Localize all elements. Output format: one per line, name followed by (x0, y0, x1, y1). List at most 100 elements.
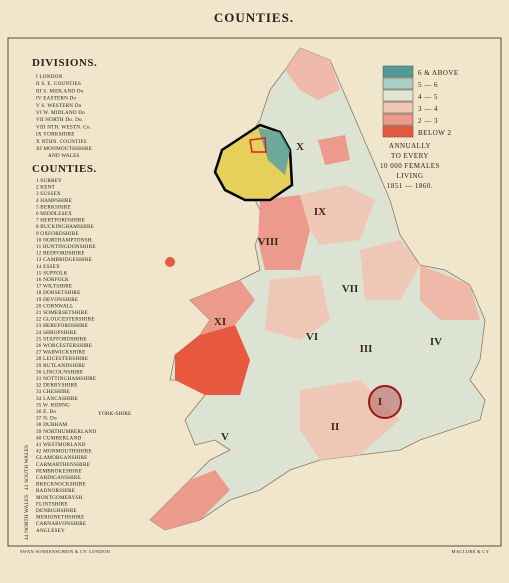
county-item: 7 HERTFORDSHIRE (36, 218, 85, 224)
legend-caption: 1851 — 1860. (387, 182, 433, 190)
division-item: II S. E. COUNTIES (36, 81, 81, 87)
legend: 6 & ABOVE 5 — 6 4 — 5 3 — 4 2 — 3 BELOW 2 ANNU… (380, 65, 459, 190)
county-item: 29 RUTLANDSHIRE (36, 363, 85, 369)
legend-label: 6 & ABOVE (418, 69, 459, 77)
division-item: III S. MIDLAND Do (36, 88, 84, 94)
division-item: VII NORTH Do. Do. (36, 117, 83, 123)
division-item: I LONDON (36, 74, 63, 80)
division-item: AND WALES (48, 153, 80, 159)
county-item: 18 DORSETSHIRE (36, 290, 80, 296)
legend-swatch (382, 77, 414, 90)
division-item: IX YORKSHIRE (36, 132, 75, 138)
division-item: X NTHN. COUNTIES (36, 139, 87, 145)
county-item: 37 N. Do (36, 416, 57, 422)
county-item: 24 SHROPSHIRE (36, 330, 77, 336)
region-durham (318, 135, 350, 165)
legend-caption: LIVING (396, 172, 423, 180)
north-wales-label: 44 NORTH WALES (24, 495, 30, 540)
county-item: 2 KENT (36, 185, 56, 191)
london-marker (368, 385, 402, 419)
county-item: 5 BERKSHIRE (36, 204, 71, 210)
region-southwest (150, 470, 230, 530)
division-item: V S. WESTERN Do (36, 103, 82, 109)
county-item: 13 CAMBRIDGESHIRE (36, 257, 92, 263)
county-item: GLAMORGANSHIRE (36, 455, 88, 461)
overlay-red (249, 137, 267, 153)
county-item: 4 HAMPSHIRE (36, 198, 72, 204)
legend-label: BELOW 2 (418, 129, 452, 137)
division-item: VIII NTH. WESTN. Co. (36, 124, 91, 130)
county-item: MERIONETHSHIRE (36, 515, 84, 521)
county-item: 16 NORFOLK (36, 277, 69, 283)
county-item: 39 NORTHUMBERLAND (36, 429, 96, 435)
county-item: 15 SUFFOLK (36, 270, 68, 276)
county-item: 1 SURREY (36, 178, 62, 184)
division-label: II (331, 421, 340, 433)
county-item: 3 SUSSEX (36, 191, 61, 197)
county-item: 17 WILTSHIRE (36, 284, 72, 290)
region-norfolk (420, 265, 480, 320)
york-label: YORK-SHIRE (98, 411, 131, 417)
legend-swatch (382, 89, 414, 102)
county-item: 25 STAFFORDSHIRE (36, 336, 87, 342)
divisions-heading: DIVISIONS. (32, 57, 97, 69)
legend-label: 5 — 6 (418, 81, 438, 89)
legend-caption: TO EVERY (391, 152, 429, 160)
county-item: CARNARVONSHIRE (36, 521, 86, 527)
county-item: FLINTSHIRE (36, 501, 68, 507)
region-wales (175, 325, 250, 395)
county-item: 21 SOMERSETSHIRE (36, 310, 88, 316)
county-item: 27 WARWICKSHIRE (36, 350, 85, 356)
county-item: 20 CORNWALL (36, 303, 74, 309)
legend-label: 2 — 3 (418, 117, 438, 125)
division-label: IX (314, 206, 326, 218)
county-item: MONTGOMERYSH. (36, 495, 84, 501)
county-item: CARMARTHENSHIRE (36, 462, 90, 468)
county-item: 35 W. RIDING (36, 402, 70, 408)
county-item: 26 WORCESTERSHIRE (36, 343, 92, 349)
county-item: 23 HEREFORDSHIRE (36, 323, 88, 329)
footer-left: SWAN SONNENSCHEIN & CY. LONDON (20, 549, 110, 554)
county-item: 6 MIDDLESEX (36, 211, 72, 217)
county-item: 38 DURHAM (36, 422, 68, 428)
footer-right: MACLURE & CY. (452, 549, 490, 554)
county-item: ANGLESEY (36, 528, 65, 534)
legend-caption: 10 000 FEMALES (380, 162, 440, 170)
legend-swatch (382, 101, 414, 114)
division-item: VI W. MIDLAND Do (36, 110, 85, 116)
division-label: V (221, 431, 229, 443)
county-item: 12 BEDFORDSHIRE (36, 251, 85, 257)
overlay-teal (258, 128, 290, 175)
counties-heading: COUNTIES. (32, 163, 97, 175)
legend-swatch (382, 125, 414, 138)
legend-swatch (382, 113, 414, 126)
county-item: PEMBROKESHIRE (36, 468, 82, 474)
division-label: I (378, 396, 382, 408)
county-item: 36 E. Do (36, 409, 56, 415)
county-item: 19 DEVONSHIRE (36, 297, 78, 303)
county-item: 22 GLOUCESTERSHIRE (36, 317, 95, 323)
county-item: 28 LEICESTERSHIRE (36, 356, 88, 362)
division-label: VIII (258, 236, 279, 248)
county-item: CARDIGANSHIRE (36, 475, 81, 481)
county-item: 10 NORTHAMPTONSH. (36, 237, 93, 243)
region-midlands (265, 275, 330, 340)
legend-swatch (382, 65, 414, 78)
region-yorkshire (300, 185, 375, 245)
division-label: VII (342, 283, 359, 295)
division-label: X (296, 141, 304, 153)
region-lincoln (360, 240, 420, 300)
county-item: 42 MONMOUTHSHIRE (36, 449, 92, 455)
county-item: 34 LANCASHIRE (36, 396, 78, 402)
county-item: 9 OXFORDSHIRE (36, 231, 79, 237)
division-item: IV EASTERN Do (36, 96, 76, 102)
county-item: 30 LINCOLNSHIRE (36, 369, 83, 375)
south-wales-label: 43 SOUTH WALES (24, 445, 30, 490)
county-item: RADNORSHIRE (36, 488, 75, 494)
region-lancashire (258, 195, 310, 270)
county-item: 11 HUNTINGDONSHIRE (36, 244, 96, 250)
isle-of-man (165, 257, 175, 267)
